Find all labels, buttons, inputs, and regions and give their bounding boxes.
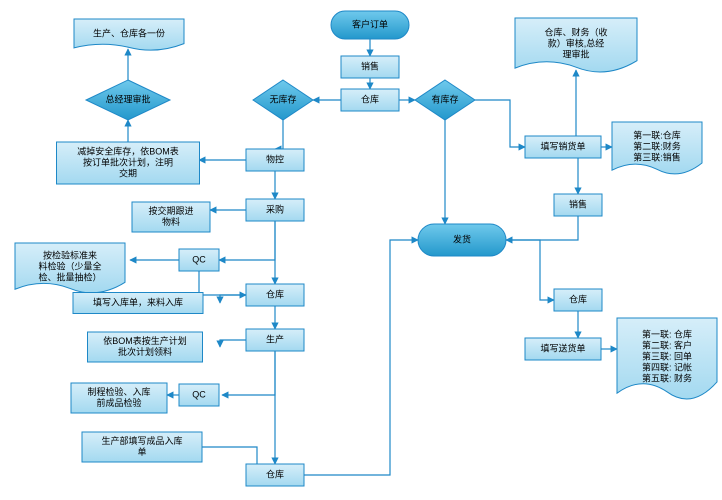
node-n22: 生产、仓库各一份	[74, 19, 184, 50]
node-n7-label: 采购	[266, 203, 284, 214]
node-n1-label: 客户订单	[352, 18, 388, 29]
edge-n5-n14	[475, 100, 525, 147]
node-n6: 物控	[246, 149, 304, 171]
edge-n10-n11	[222, 351, 275, 395]
node-n4: 无库存	[253, 80, 313, 120]
node-n18-label: 款）审核,总经	[548, 37, 605, 48]
node-n8-label: QC	[192, 254, 206, 264]
node-n11: QC	[179, 384, 219, 406]
node-n25-label: 按检验标准来	[43, 249, 97, 260]
node-n8: QC	[179, 249, 219, 271]
node-n24-label: 按交期跟进	[148, 205, 193, 216]
edge-n10-n27	[220, 340, 246, 347]
node-n11-label: QC	[192, 389, 206, 399]
node-n13: 发货	[418, 224, 506, 256]
node-n2-label: 销售	[361, 60, 379, 71]
node-n24-label: 物料	[162, 216, 180, 227]
node-n5-label: 有库存	[431, 93, 458, 104]
node-n20-label: 第四联: 记帐	[642, 361, 692, 372]
node-n29-label: 单	[137, 446, 146, 457]
node-n20: 第一联: 仓库第二联: 客户第三联: 回单第四联: 记帐第五联: 财务	[617, 318, 717, 399]
node-n3: 仓库	[341, 89, 399, 111]
node-n10-label: 生产	[266, 333, 284, 344]
node-n22-label: 生产、仓库各一份	[93, 27, 165, 38]
edge-n4-n6	[275, 120, 283, 149]
node-n23-label: 按订单批次计划，注明	[83, 156, 173, 167]
node-n1: 客户订单	[331, 11, 409, 39]
node-n23-label: 减掉安全库存，依BOM表	[77, 145, 179, 156]
node-n13-label: 发货	[453, 233, 471, 244]
node-n12: 仓库	[246, 464, 304, 486]
node-n23-label: 交期	[119, 167, 137, 178]
node-n15: 销售	[554, 194, 602, 216]
node-n26-label: 填写入库单，来料入库	[93, 296, 183, 307]
node-n18: 仓库、财务（收款）审核,总经理审批	[515, 18, 637, 72]
node-n18-label: 仓库、财务（收	[544, 26, 607, 37]
node-n26: 填写入库单，来料入库	[73, 293, 203, 314]
node-n16: 仓库	[554, 289, 602, 311]
edge-n7-n8	[219, 221, 275, 260]
node-n7: 采购	[246, 199, 304, 221]
node-n19-label: 第一联:仓库	[633, 129, 681, 140]
node-n19-label: 第二联:财务	[633, 140, 681, 151]
edge-n15-n13	[506, 216, 578, 240]
edge-n12-n13	[304, 240, 418, 475]
node-n20-label: 第一联: 仓库	[642, 328, 692, 339]
node-n6-label: 物控	[266, 153, 284, 164]
node-n2: 销售	[341, 56, 399, 78]
node-n10: 生产	[246, 329, 304, 351]
node-n21-label: 总经理审批	[105, 93, 150, 104]
node-n28-label: 前成品检验	[96, 397, 141, 408]
node-n27-label: 依BOM表按生产计划	[103, 335, 187, 346]
node-n25-label: 检、批量抽检）	[38, 271, 101, 282]
node-n16-label: 仓库	[569, 293, 587, 304]
node-n9-label: 仓库	[266, 288, 284, 299]
node-n28: 制程检验、入库前成品检验	[71, 383, 167, 413]
node-n29: 生产部填写成品入库单	[82, 432, 202, 462]
node-n27-label: 批次计划领料	[118, 346, 172, 357]
node-n14: 填写销货单	[525, 136, 601, 158]
node-n19-label: 第三联:销售	[633, 151, 681, 162]
node-n14-label: 填写销货单	[540, 140, 585, 151]
edge-n13-n16	[506, 240, 554, 300]
edge-n8-n9	[199, 271, 246, 295]
node-n20-label: 第五联: 财务	[642, 372, 692, 383]
edge-n9-n26	[220, 295, 246, 303]
node-n15-label: 销售	[569, 198, 587, 209]
node-n25: 按检验标准来料检验（少量全检、批量抽检）	[15, 243, 125, 293]
node-n17-label: 填写送货单	[540, 342, 585, 353]
node-n21: 总经理审批	[86, 80, 170, 120]
node-n17: 填写送货单	[525, 338, 601, 360]
node-n23: 减掉安全库存，依BOM表按订单批次计划，注明交期	[57, 142, 200, 184]
node-n24: 按交期跟进物料	[132, 202, 210, 232]
node-n29-label: 生产部填写成品入库	[101, 435, 182, 446]
node-n20-label: 第三联: 回单	[642, 350, 692, 361]
node-n19: 第一联:仓库第二联:财务第三联:销售	[612, 122, 702, 174]
node-n18-label: 理审批	[562, 48, 589, 59]
node-n28-label: 制程检验、入库	[87, 386, 150, 397]
node-n5: 有库存	[415, 80, 475, 120]
node-n3-label: 仓库	[361, 93, 379, 104]
node-n25-label: 料检验（少量全	[38, 260, 101, 271]
node-n27: 依BOM表按生产计划批次计划领料	[88, 332, 203, 362]
node-n20-label: 第二联: 客户	[642, 339, 692, 350]
node-n12-label: 仓库	[266, 468, 284, 479]
node-n4-label: 无库存	[269, 93, 296, 104]
node-n9: 仓库	[246, 284, 304, 306]
